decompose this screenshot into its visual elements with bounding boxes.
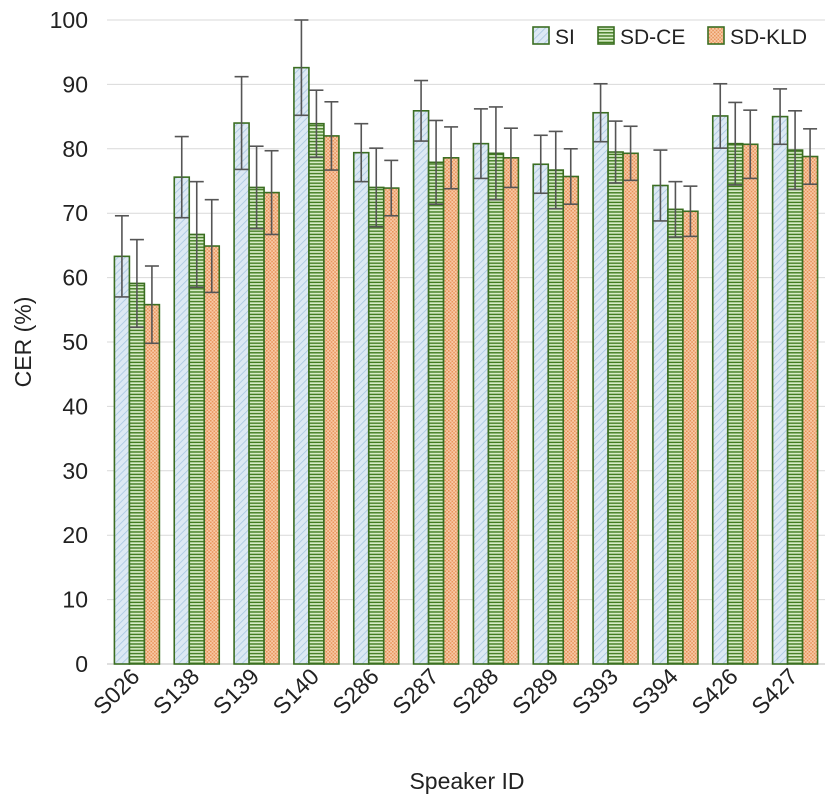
bar-sd-ce-s140 [308,122,325,665]
x-tick-label: S138 [148,663,204,719]
bar-si-s287 [412,110,430,665]
x-tick-label: S288 [447,663,503,719]
y-tick-label: 60 [62,265,88,291]
bar-sd-kld-s139 [263,191,280,665]
bar-sd-ce-s288 [487,152,505,665]
y-tick-label: 90 [62,71,88,97]
bars [113,66,819,665]
bar-sd-kld-s287 [442,157,460,665]
bar-sd-kld-s289 [562,175,580,665]
bar-si-s427 [771,115,789,665]
x-axis-ticks: S026 S138 S139 S140 S286 S287 S288 S289 S393 S394… [88,663,803,720]
x-tick-label: S287 [387,663,443,719]
bar-sd-ce-s026 [128,282,146,665]
bar-sd-kld-s288 [502,157,520,665]
legend-item-sd-ce: SD-CE [597,26,685,49]
y-tick-label: 20 [62,522,88,548]
y-tick-label: 80 [62,136,88,162]
bar-sd-kld-s394 [682,210,699,665]
bar-sd-ce-s426 [726,142,744,665]
x-tick-label: S140 [268,663,324,719]
y-tick-label: 10 [62,587,88,613]
y-axis-label: CER (%) [10,297,36,388]
x-tick-label: S427 [746,663,802,719]
bar-si-s286 [352,151,370,665]
bar-sd-ce-s287 [427,161,445,665]
x-tick-label: S026 [88,663,144,719]
x-tick-label: S426 [686,663,742,719]
legend-swatch [707,26,725,45]
bar-sd-kld-s138 [203,245,221,665]
bar-sd-ce-s286 [367,186,385,665]
bar-si-s140 [293,66,310,665]
bar-sd-kld-s026 [143,303,161,665]
bar-sd-ce-s138 [188,233,206,665]
y-tick-label: 30 [62,458,88,484]
x-tick-label: S393 [567,663,623,719]
bar-sd-kld-s427 [801,155,819,665]
x-tick-label: S139 [208,663,264,719]
legend-swatch [532,26,550,45]
y-tick-label: 100 [50,7,88,33]
legend-label: SD-KLD [730,26,807,49]
bar-sd-kld-s286 [382,187,400,665]
gridlines [107,19,825,665]
y-tick-label: 70 [62,200,88,226]
y-tick-label: 40 [62,393,88,419]
x-axis-label: Speaker ID [409,768,524,794]
legend-item-si: SI [532,26,575,49]
y-axis-ticks: 0 10 20 30 40 50 60 70 80 90 100 [50,7,88,677]
bar-sd-kld-s426 [741,143,759,665]
bar-sd-ce-s139 [248,186,265,665]
bar-si-s139 [233,122,250,665]
bar-si-s026 [113,255,131,665]
legend-label: SD-CE [620,26,685,49]
legend: SI SD-CE SD-KLD [532,26,807,49]
bar-si-s288 [472,142,490,665]
bar-sd-kld-s140 [323,135,340,665]
x-tick-label: S289 [507,663,563,719]
x-tick-label: S394 [627,663,684,720]
bar-sd-ce-s394 [667,208,684,665]
bar-sd-ce-s289 [547,169,565,665]
legend-swatch [597,26,615,45]
bar-sd-ce-s393 [607,151,624,665]
error-bars [114,19,818,345]
legend-label: SI [555,26,575,49]
bar-si-s426 [711,115,729,665]
bar-si-s289 [532,163,550,665]
y-tick-label: 50 [62,329,88,355]
legend-item-sd-kld: SD-KLD [707,26,807,49]
bar-sd-ce-s427 [786,149,804,665]
x-tick-label: S286 [327,663,383,719]
bar-sd-kld-s393 [622,152,639,665]
y-tick-label: 0 [75,651,88,677]
bar-si-s393 [592,111,609,665]
bar-si-s138 [173,176,191,665]
bar-si-s394 [652,184,669,665]
